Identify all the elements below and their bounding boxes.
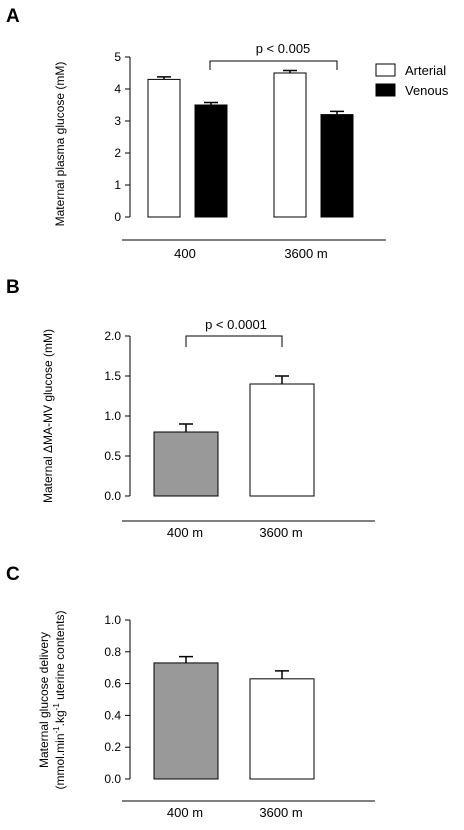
panel-c-y-label-part-a: (mmol.min bbox=[53, 733, 67, 789]
panel-c-y-tick-label: 0.6 bbox=[104, 677, 121, 691]
legend-label-arterial: Arterial bbox=[405, 63, 446, 78]
panel-b-category-label-1: 400 m bbox=[167, 525, 203, 540]
panel-b: B Maternal ΔMA-MV glucose (mM) 0.0 0.5 1.0… bbox=[6, 277, 375, 540]
panel-b-y-tick-label: 0.5 bbox=[104, 449, 121, 463]
panel-a: A Maternal plasma glucose (mM) 0 1 2 3 4 5 40… bbox=[6, 6, 449, 261]
panel-b-y-label-delta: Δ bbox=[41, 445, 55, 453]
panel-b-significance-bracket bbox=[185, 335, 283, 347]
panel-c-category-label-1: 400 m bbox=[167, 805, 203, 820]
panel-b-category-label-2: 3600 m bbox=[259, 525, 302, 540]
panel-b-y-tick-label: 2.0 bbox=[104, 329, 121, 343]
panel-b-y-axis-label: Maternal ΔMA-MV glucose (mM) bbox=[41, 329, 55, 503]
panel-c-y-tick-label: 0.0 bbox=[104, 772, 121, 786]
panel-a-y-axis-label: Maternal plasma glucose (mM) bbox=[53, 62, 67, 227]
panel-c-bar-2-error-bar bbox=[275, 670, 289, 679]
panel-a-y-tick-label: 5 bbox=[114, 50, 121, 64]
panel-a-bar-arterial-1 bbox=[147, 78, 181, 218]
panel-c-y-label-sup-2: -1 bbox=[52, 703, 61, 711]
panel-a-bar-venous-1 bbox=[194, 104, 228, 218]
panel-b-y-tick-label: 0.0 bbox=[104, 489, 121, 503]
panel-b-bar-2-error-bar bbox=[275, 375, 289, 384]
panel-c-y-label-sup-1: -1 bbox=[52, 726, 61, 734]
panel-a-bar-venous-2 bbox=[320, 114, 354, 218]
panel-b-bar-2 bbox=[249, 383, 315, 497]
panel-a-bar-venous-2-error-bar bbox=[330, 110, 344, 115]
panel-b-y-tick-label: 1.0 bbox=[104, 409, 121, 423]
panel-a-y-tick-label: 0 bbox=[114, 210, 121, 224]
panel-c: C Maternal glucose delivery (mmol.min-1.… bbox=[6, 564, 375, 820]
panel-c-category-label-2: 3600 m bbox=[259, 805, 302, 820]
legend-swatch-arterial bbox=[375, 63, 396, 77]
panel-a-y-tick-label: 1 bbox=[114, 178, 121, 192]
panel-b-bar-1 bbox=[153, 431, 219, 497]
panel-c-y-label-part-c: .kg bbox=[53, 710, 67, 726]
panel-b-bars bbox=[153, 375, 315, 497]
panel-c-y-tick-label: 0.4 bbox=[104, 708, 121, 722]
panel-b-y-ticks: 0.0 0.5 1.0 1.5 2.0 bbox=[104, 329, 130, 503]
panel-c-y-axis-label-line1: Maternal glucose delivery bbox=[37, 632, 51, 768]
panel-a-y-ticks: 0 1 2 3 4 5 bbox=[114, 50, 130, 224]
panel-b-y-tick-label: 1.5 bbox=[104, 369, 121, 383]
panel-c-y-tick-label: 1.0 bbox=[104, 613, 121, 627]
panel-a-category-label-2: 3600 m bbox=[284, 246, 327, 261]
panel-a-bar-arterial-2 bbox=[273, 72, 307, 218]
panel-b-significance-label: p < 0.0001 bbox=[205, 317, 267, 332]
panel-a-significance-bracket bbox=[209, 60, 338, 70]
panel-c-bar-1-error-bar bbox=[179, 655, 193, 663]
legend-swatch-venous bbox=[375, 83, 396, 97]
panel-b-y-label-rest: MA-MV glucose (mM) bbox=[41, 329, 55, 445]
panel-b-bar-1-error-bar bbox=[179, 423, 193, 432]
panel-c-y-ticks: 0.0 0.2 0.4 0.6 0.8 1.0 bbox=[104, 613, 130, 786]
panel-a-significance-label: p < 0.005 bbox=[256, 41, 311, 56]
panel-b-y-label-prefix: Maternal bbox=[41, 453, 55, 503]
panel-c-bar-2 bbox=[249, 678, 315, 780]
panel-c-bars bbox=[153, 655, 315, 780]
legend-label-venous: Venous bbox=[405, 83, 449, 98]
panel-c-y-tick-label: 0.2 bbox=[104, 740, 121, 754]
panel-a-bars bbox=[147, 69, 354, 218]
panel-a-category-label-1: 400 bbox=[174, 246, 196, 261]
panel-a-letter: A bbox=[6, 6, 20, 27]
panel-c-y-axis-label-line2: (mmol.min-1.kg-1 uterine contents) bbox=[52, 611, 67, 790]
panel-b-letter: B bbox=[6, 277, 20, 298]
panel-a-y-tick-label: 3 bbox=[114, 114, 121, 128]
panel-a-y-tick-label: 2 bbox=[114, 146, 121, 160]
panel-c-y-label-part-e: uterine contents) bbox=[53, 611, 67, 704]
panel-c-y-tick-label: 0.8 bbox=[104, 645, 121, 659]
panel-a-y-tick-label: 4 bbox=[114, 82, 121, 96]
panel-c-letter: C bbox=[6, 564, 20, 585]
panel-c-bar-1 bbox=[153, 662, 219, 780]
